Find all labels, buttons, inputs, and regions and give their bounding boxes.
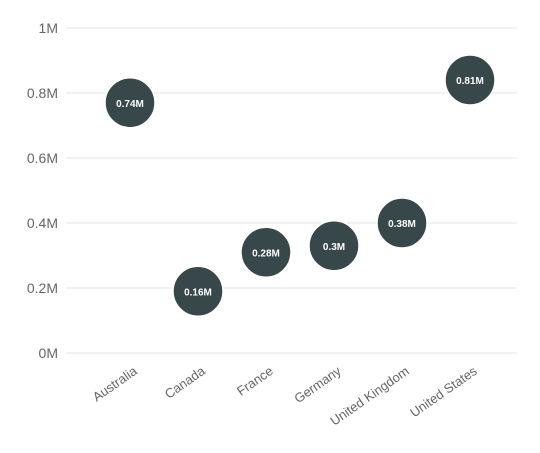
y-tick-label: 0.8M [27, 85, 58, 101]
bubble-data-label: 0.16M [184, 287, 212, 298]
bubble[interactable]: 0.38M [376, 197, 428, 249]
y-tick-label: 0.2M [27, 280, 58, 296]
x-tick-label: France [234, 363, 276, 398]
x-tick-label: Australia [90, 363, 141, 405]
bubble-data-label: 0.3M [323, 242, 345, 253]
y-tick-label: 1M [39, 20, 58, 36]
x-tick-label: United States [407, 363, 480, 420]
bubble[interactable]: 0.16M [172, 265, 224, 317]
bubble-mark[interactable] [444, 54, 496, 106]
bubble-data-label: 0.81M [456, 76, 484, 87]
bubble-mark[interactable] [240, 226, 292, 278]
bubble[interactable]: 0.74M [104, 77, 156, 129]
bubble[interactable]: 0.3M [308, 220, 360, 272]
bubble-data-label: 0.38M [388, 219, 416, 230]
y-tick-label: 0M [39, 345, 58, 361]
bubble-mark[interactable] [104, 77, 156, 129]
bubble-mark[interactable] [308, 220, 360, 272]
bubble-data-label: 0.74M [116, 99, 144, 110]
x-tick-label: Germany [291, 363, 344, 406]
bubble-mark[interactable] [376, 197, 428, 249]
y-tick-label: 0.4M [27, 215, 58, 231]
bubble[interactable]: 0.81M [444, 54, 496, 106]
bubble[interactable]: 0.28M [240, 226, 292, 278]
y-tick-label: 0.6M [27, 150, 58, 166]
bubble-mark[interactable] [172, 265, 224, 317]
bubbles: 0.74M 0.16M 0.28M 0.3M 0.38M 0.81M [104, 54, 496, 317]
x-tick-label: Canada [162, 363, 209, 402]
bubble-data-label: 0.28M [252, 248, 280, 259]
y-axis: 0M 0.2M 0.4M 0.6M 0.8M 1M [27, 20, 58, 361]
